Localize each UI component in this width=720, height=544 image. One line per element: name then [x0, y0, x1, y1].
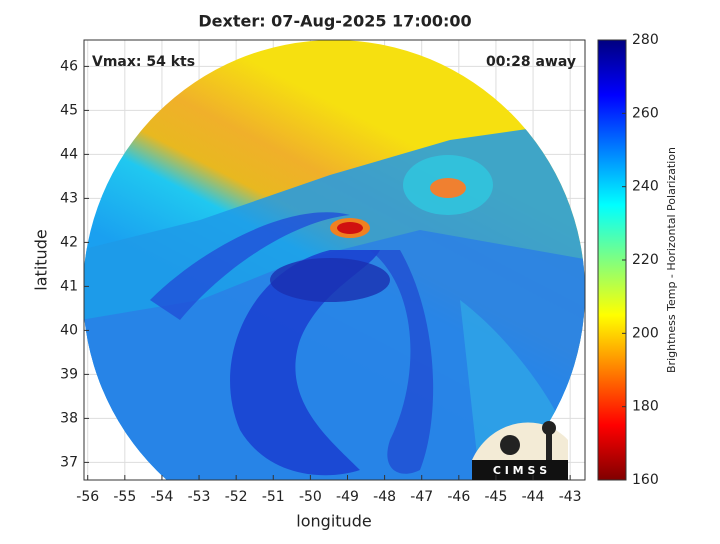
x-tick-label: -55: [113, 489, 136, 505]
x-axis-label: longitude: [296, 512, 371, 531]
x-tick-label: -50: [299, 489, 322, 505]
x-tick-label: -51: [262, 489, 285, 505]
y-tick-label: 41: [60, 278, 78, 294]
colorbar-label: Brightness Temp - Horizontal Polarizatio…: [665, 147, 678, 373]
colorbar-tick-label: 160: [632, 472, 659, 488]
colorbar-tick-label: 180: [632, 399, 659, 415]
logo-text: C I M S S: [493, 464, 547, 477]
chart-title: Dexter: 07-Aug-2025 17:00:00: [198, 12, 471, 31]
x-tick-label: -45: [484, 489, 507, 505]
satellite-image: [84, 40, 585, 480]
y-tick-label: 39: [60, 366, 78, 382]
x-tick-label: -54: [150, 489, 173, 505]
y-tick-label: 46: [60, 58, 78, 74]
colorbar-tick-label: 220: [632, 252, 659, 268]
colorbar-tick-label: 260: [632, 105, 659, 121]
x-tick-label: -48: [373, 489, 396, 505]
y-tick-label: 37: [60, 454, 78, 470]
x-tick-label: -44: [522, 489, 545, 505]
annotation: 00:28 away: [486, 54, 576, 70]
x-tick-label: -46: [447, 489, 470, 505]
x-tick-label: -53: [188, 489, 211, 505]
colorbar-tick-label: 280: [632, 32, 659, 48]
logo: C I M S S: [472, 421, 568, 480]
y-tick-label: 42: [60, 234, 78, 250]
y-tick-label: 44: [60, 146, 78, 162]
plot-frame: [83, 39, 586, 481]
y-tick-label: 43: [60, 190, 78, 206]
colorbar: [597, 39, 627, 481]
x-tick-label: -47: [410, 489, 433, 505]
y-tick-label: 40: [60, 322, 78, 338]
x-tick-label: -52: [225, 489, 248, 505]
colorbar-tick-label: 240: [632, 179, 659, 195]
y-tick-label: 38: [60, 410, 78, 426]
x-tick-label: -49: [336, 489, 359, 505]
x-tick-label: -43: [559, 489, 582, 505]
x-tick-label: -56: [76, 489, 99, 505]
annotation: Vmax: 54 kts: [92, 54, 195, 70]
y-tick-label: 45: [60, 102, 78, 118]
y-axis-label: latitude: [32, 229, 51, 290]
colorbar-tick-label: 200: [632, 325, 659, 341]
